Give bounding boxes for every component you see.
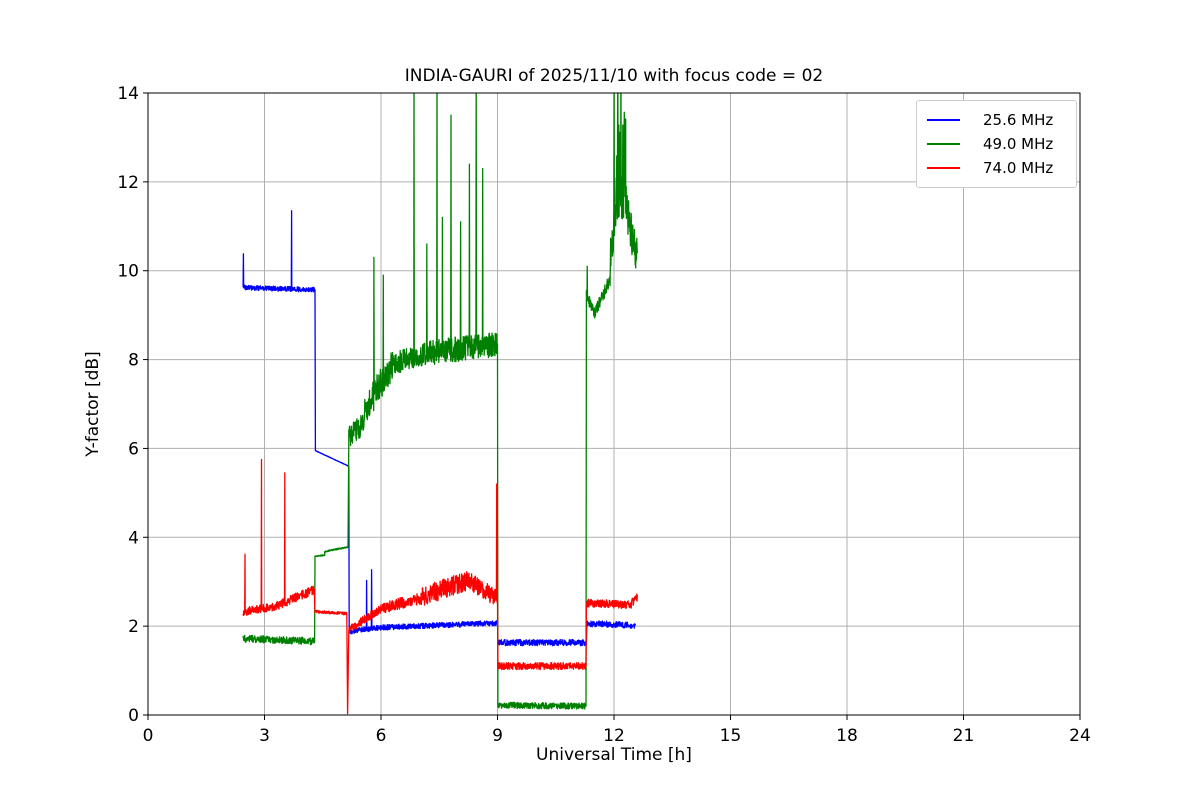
y-tick-label: 2 (128, 617, 139, 637)
chart-title: INDIA-GAURI of 2025/11/10 with focus cod… (404, 66, 824, 86)
legend-label: 25.6 MHz (983, 110, 1054, 129)
x-axis-label: Universal Time [h] (536, 745, 692, 765)
x-tick-label: 6 (376, 726, 387, 746)
y-tick-label: 12 (117, 173, 139, 193)
legend-label: 74.0 MHz (983, 158, 1054, 177)
x-tick-label: 15 (720, 726, 742, 746)
series-74-0-mhz (242, 458, 638, 715)
legend-swatch-74-0mhz-line (927, 167, 960, 169)
legend-swatch-49-0mhz-line (927, 143, 960, 145)
legend-swatch-25-6mhz-line (927, 119, 960, 121)
x-tick-label: 0 (143, 726, 154, 746)
legend-label: 49.0 MHz (983, 134, 1054, 153)
y-tick-label: 8 (128, 351, 139, 371)
x-tick-label: 3 (259, 726, 270, 746)
y-axis-label: Y-factor [dB] (83, 351, 103, 457)
x-tick-label: 9 (492, 726, 503, 746)
series-25-6-mhz (242, 210, 637, 647)
legend-entry: 25.6 MHz (925, 108, 1068, 132)
y-tick-label: 10 (117, 262, 139, 282)
legend-entry: 74.0 MHz (925, 156, 1068, 180)
series-49-0-mhz (242, 93, 638, 710)
y-tick-label: 0 (128, 706, 139, 726)
x-tick-label: 21 (953, 726, 975, 746)
y-tick-label: 4 (128, 528, 139, 548)
legend-entry: 49.0 MHz (925, 132, 1068, 156)
legend: 25.6 MHz 49.0 MHz 74.0 MHz (916, 100, 1077, 188)
x-tick-label: 18 (836, 726, 858, 746)
y-tick-label: 14 (117, 84, 139, 104)
x-tick-label: 12 (603, 726, 625, 746)
series-lines (242, 93, 638, 715)
x-tick-label: 24 (1069, 726, 1091, 746)
y-tick-label: 6 (128, 439, 139, 459)
